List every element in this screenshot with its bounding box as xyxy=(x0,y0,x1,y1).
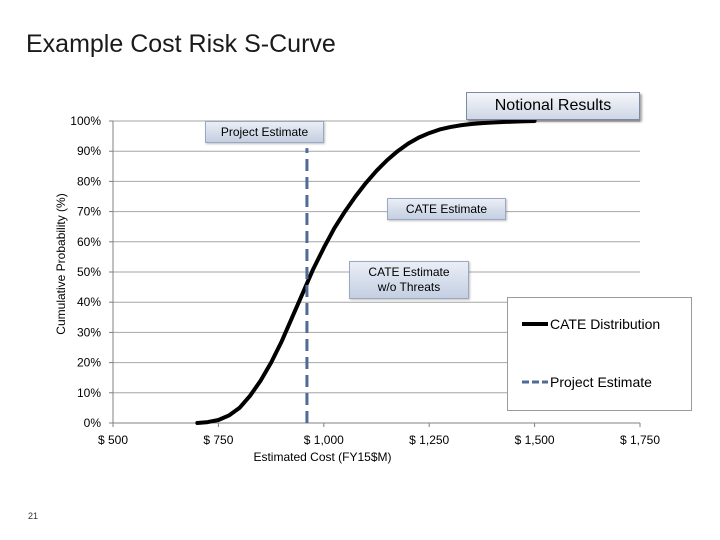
gridlines xyxy=(113,120,640,394)
chart-legend: CATE Distribution Project Estimate xyxy=(507,297,692,411)
x-tick-label: $ 1,000 xyxy=(304,433,344,447)
y-tick-label: 100% xyxy=(70,114,101,128)
y-axis-title: Cumulative Probability (%) xyxy=(54,193,68,334)
slide-title: Example Cost Risk S-Curve xyxy=(26,30,336,58)
y-tick-label: 0% xyxy=(84,416,102,430)
project-estimate-callout: Project Estimate xyxy=(205,121,324,143)
slide-number: 21 xyxy=(28,511,39,521)
cate-estimate-wo-threats-callout: CATE Estimate w/o Threats xyxy=(349,261,469,299)
y-tick-label: 90% xyxy=(77,144,101,158)
x-axis-title: Estimated Cost (FY15$M) xyxy=(253,450,391,464)
tick-labels: 0% 10% 20% 30% 40% 50% 60% 70% 80% 90% 100% $ 500 $ … xyxy=(54,114,660,464)
y-tick-label: 60% xyxy=(77,235,101,249)
y-tick-label: 10% xyxy=(77,386,101,400)
dashed-line-icon xyxy=(522,380,548,384)
callout-line-2: w/o Threats xyxy=(377,280,441,294)
solid-line-icon xyxy=(522,322,548,326)
legend-label: CATE Distribution xyxy=(550,316,661,332)
legend-label: Project Estimate xyxy=(550,374,652,390)
y-tick-label: 70% xyxy=(77,205,101,219)
series xyxy=(195,119,537,425)
legend-item-project-estimate: Project Estimate xyxy=(522,374,652,390)
y-tick-label: 50% xyxy=(77,265,101,279)
cate-distribution-curve xyxy=(195,119,537,425)
callout-line-1: CATE Estimate xyxy=(368,265,450,279)
y-tick-label: 80% xyxy=(77,174,101,188)
y-tick-label: 40% xyxy=(77,295,101,309)
notional-results-badge: Notional Results xyxy=(466,92,640,120)
x-tick-label: $ 1,500 xyxy=(515,433,555,447)
cate-estimate-callout: CATE Estimate xyxy=(387,198,506,220)
x-tick-label: $ 1,750 xyxy=(620,433,660,447)
x-tick-label: $ 1,250 xyxy=(409,433,449,447)
y-tick-label: 30% xyxy=(77,325,101,339)
legend-item-cate-distribution: CATE Distribution xyxy=(522,316,660,332)
x-tick-label: $ 500 xyxy=(98,433,128,447)
x-tick-label: $ 750 xyxy=(203,433,233,447)
y-tick-label: 20% xyxy=(77,356,101,370)
